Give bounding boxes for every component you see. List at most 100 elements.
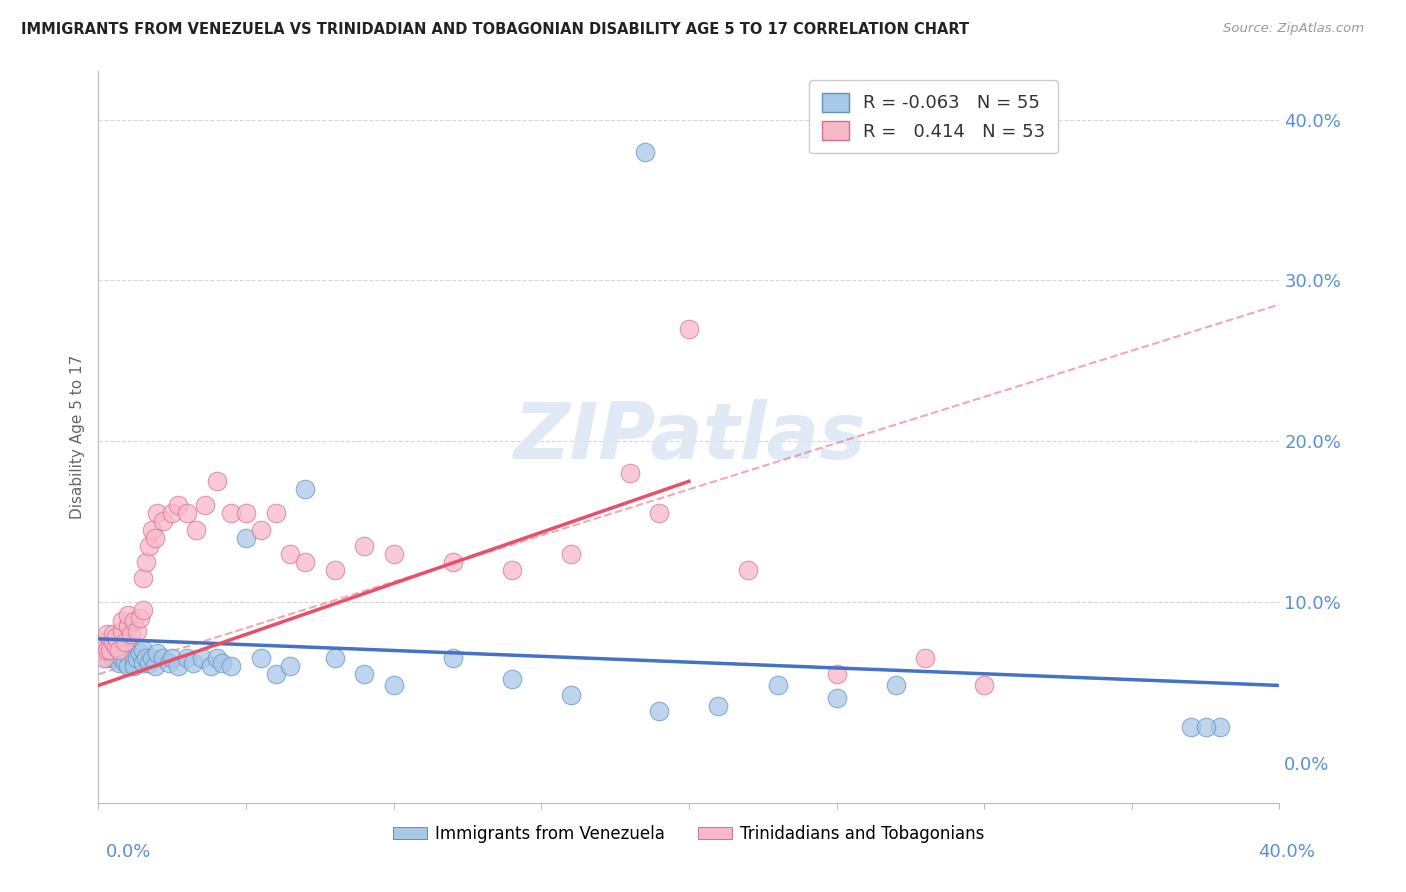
Point xyxy=(103,635,125,649)
Point xyxy=(825,667,848,681)
Point xyxy=(264,507,287,521)
Point xyxy=(103,627,125,641)
Point xyxy=(678,321,700,335)
Text: Source: ZipAtlas.com: Source: ZipAtlas.com xyxy=(1223,22,1364,36)
Point xyxy=(264,667,287,681)
Point xyxy=(135,555,157,569)
Point xyxy=(766,678,789,692)
Point xyxy=(122,651,145,665)
Point xyxy=(125,651,148,665)
Point xyxy=(108,643,131,657)
Point xyxy=(825,691,848,706)
Point xyxy=(111,614,134,628)
Point xyxy=(176,651,198,665)
Point xyxy=(619,467,641,481)
Point xyxy=(103,651,125,665)
Point xyxy=(1209,720,1232,734)
Point xyxy=(501,672,523,686)
Point xyxy=(176,507,198,521)
Point xyxy=(162,507,183,521)
Text: IMMIGRANTS FROM VENEZUELA VS TRINIDADIAN AND TOBAGONIAN DISABILITY AGE 5 TO 17 C: IMMIGRANTS FROM VENEZUELA VS TRINIDADIAN… xyxy=(21,22,969,37)
Point xyxy=(323,651,346,665)
Y-axis label: Disability Age 5 to 17: Disability Age 5 to 17 xyxy=(69,355,84,519)
Point xyxy=(294,555,316,569)
Point xyxy=(353,539,375,553)
Point xyxy=(117,659,139,673)
Point xyxy=(973,678,995,692)
Point xyxy=(235,507,257,521)
Text: 40.0%: 40.0% xyxy=(1258,843,1315,861)
Point xyxy=(117,635,139,649)
Point xyxy=(211,656,233,670)
Point xyxy=(93,651,115,665)
Point xyxy=(120,627,142,641)
Point xyxy=(122,659,145,673)
Text: ZIPatlas: ZIPatlas xyxy=(513,399,865,475)
Legend: Immigrants from Venezuela, Trinidadians and Tobagonians: Immigrants from Venezuela, Trinidadians … xyxy=(387,818,991,849)
Point xyxy=(132,656,155,670)
Point xyxy=(162,651,183,665)
Point xyxy=(235,531,257,545)
Point xyxy=(707,699,730,714)
Point xyxy=(737,563,759,577)
Point xyxy=(146,646,169,660)
Point xyxy=(353,667,375,681)
Point xyxy=(135,651,157,665)
Point xyxy=(108,651,131,665)
Point xyxy=(501,563,523,577)
Text: 0.0%: 0.0% xyxy=(105,843,150,861)
Point xyxy=(132,603,155,617)
Point xyxy=(280,547,302,561)
Point xyxy=(1195,720,1218,734)
Point xyxy=(111,643,134,657)
Point xyxy=(98,643,121,657)
Point xyxy=(93,643,115,657)
Point xyxy=(441,651,464,665)
Point xyxy=(157,656,180,670)
Point xyxy=(884,678,907,692)
Point xyxy=(194,499,217,513)
Point xyxy=(143,659,166,673)
Point xyxy=(382,547,405,561)
Point xyxy=(167,499,190,513)
Point xyxy=(1180,720,1202,734)
Point xyxy=(280,659,302,673)
Point xyxy=(96,651,118,665)
Point xyxy=(152,515,174,529)
Point xyxy=(146,507,169,521)
Point xyxy=(96,643,118,657)
Point xyxy=(128,646,150,660)
Point xyxy=(914,651,936,665)
Point xyxy=(96,640,118,654)
Point xyxy=(648,704,671,718)
Point xyxy=(560,547,582,561)
Point xyxy=(132,571,155,585)
Point xyxy=(250,651,273,665)
Point xyxy=(111,651,134,665)
Point xyxy=(138,656,160,670)
Point xyxy=(152,651,174,665)
Point xyxy=(108,656,131,670)
Point xyxy=(141,651,163,665)
Point xyxy=(111,624,134,638)
Point xyxy=(250,523,273,537)
Point xyxy=(184,523,207,537)
Point xyxy=(205,475,228,489)
Point xyxy=(128,611,150,625)
Point xyxy=(205,651,228,665)
Point xyxy=(132,643,155,657)
Point xyxy=(141,523,163,537)
Point xyxy=(167,659,190,673)
Point xyxy=(114,635,136,649)
Point xyxy=(105,640,128,654)
Point xyxy=(105,630,128,644)
Point xyxy=(90,643,112,657)
Point xyxy=(93,635,115,649)
Point xyxy=(98,646,121,660)
Point xyxy=(221,659,243,673)
Point xyxy=(117,607,139,622)
Point xyxy=(114,656,136,670)
Point xyxy=(560,688,582,702)
Point xyxy=(634,145,657,159)
Point xyxy=(117,619,139,633)
